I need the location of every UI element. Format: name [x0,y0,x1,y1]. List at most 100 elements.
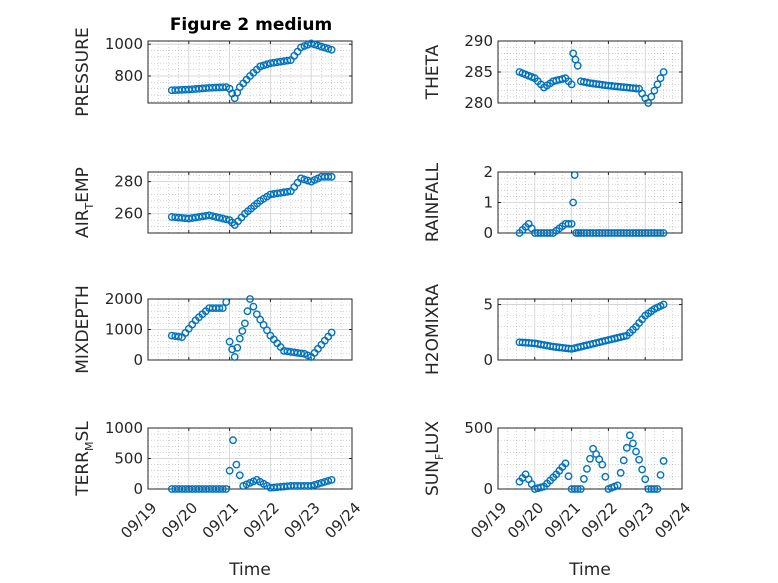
data-marker [324,44,333,53]
data-marker [650,86,659,95]
data-marker [246,295,254,303]
y-tick-label: 1000 [105,321,143,339]
y-axis-label: PRESSURE [73,27,93,116]
data-marker [564,219,573,228]
data-marker [622,443,631,452]
data-marker [235,471,244,480]
x-axis-label: Time [228,560,271,580]
data-marker [252,310,261,319]
x-tick-label: 09/24 [651,499,694,542]
data-marker [601,472,610,481]
data-marker [283,56,292,65]
data-marker [249,302,258,311]
data-marker [314,480,322,488]
x-tick-label: 09/21 [199,499,242,542]
data-marker [232,460,241,469]
data-marker [218,304,227,313]
y-axis-label-main: PRESSURE [73,27,93,116]
data-marker [564,472,573,481]
y-tick-label: 5 [483,296,493,314]
data-marker [586,454,594,463]
data-marker [293,178,302,187]
axes-box [147,40,353,104]
y-axis-label: AIRTEMP [73,167,96,238]
y-axis-label: TERRMSL [73,421,96,497]
data-marker [327,328,336,337]
data-marker [215,213,224,222]
data-marker [619,332,628,341]
data-marker [233,343,242,352]
data-marker [307,482,316,490]
y-tick-label: 1000 [105,35,143,53]
data-marker [576,485,585,493]
y-tick-label: 280 [464,94,493,112]
data-marker [583,464,591,473]
x-tick-label: 09/19 [117,499,160,542]
data-marker [181,329,190,337]
y-tick-label: 290 [464,32,493,50]
data-marker [314,41,322,50]
data-marker [653,485,662,493]
data-marker [297,174,305,183]
axes-h2omixra: 0 5 H2OMIXRA [423,284,683,375]
x-tick-label: 09/22 [578,499,621,542]
data-marker [310,481,319,489]
y-tick-label: 0 [133,351,143,369]
data-marker [324,172,333,181]
data-marker [259,61,268,70]
x-tick-label: 09/19 [467,499,510,542]
data-marker [290,51,299,60]
data-marker [324,476,333,485]
data-marker [218,485,227,493]
data-marker [222,485,231,493]
data-marker [259,321,268,329]
axes-air_temp: 260 280 AIRTEMP [73,167,353,238]
y-axis-label-main: SUN [423,460,443,496]
x-tick-label: 09/22 [240,499,283,542]
data-marker [659,68,668,76]
y-axis-label: THETA [423,44,443,100]
y-axis-label-tail: EMP [73,167,93,203]
axes-theta: 280 285 290 THETA [423,32,683,112]
y-tick-label: 0 [483,224,493,242]
axes-box [497,298,683,361]
data-marker [283,187,292,196]
figure-title: Figure 2 medium [170,15,332,35]
data-marker [641,475,650,484]
data-marker [656,229,665,237]
y-tick-label: 1000 [105,419,143,437]
x-tick-label: 09/21 [541,499,584,542]
y-tick-label: 2000 [105,290,143,308]
y-tick-label: 1 [483,194,493,212]
x-axis-label: Time [568,560,611,580]
y-tick-label: 260 [114,205,143,223]
data-marker [256,62,265,71]
y-tick-label: 0 [483,480,493,498]
data-marker [598,460,607,469]
data-marker [238,327,247,335]
data-marker [573,485,582,493]
data-marker [222,215,231,224]
y-tick-label: 500 [464,419,493,437]
x-tick-label: 09/23 [614,499,657,542]
data-marker [205,211,214,220]
data-marker [561,459,570,468]
data-marker [656,74,665,83]
axes-pressure: 800 1000 PRESSURE [73,27,353,117]
x-tick-label: 09/24 [321,499,364,542]
data-marker [225,466,234,475]
axes-box [147,171,353,234]
data-marker [567,219,576,228]
data-marker [320,477,329,486]
data-marker [222,298,231,306]
y-axis-label-main: AIR [73,209,93,238]
data-marker [188,320,197,329]
data-marker [215,304,224,313]
y-tick-label: 0 [483,351,493,369]
data-marker [208,212,217,221]
y-axis-label-tail: LUX [423,421,443,454]
data-marker [174,332,183,341]
